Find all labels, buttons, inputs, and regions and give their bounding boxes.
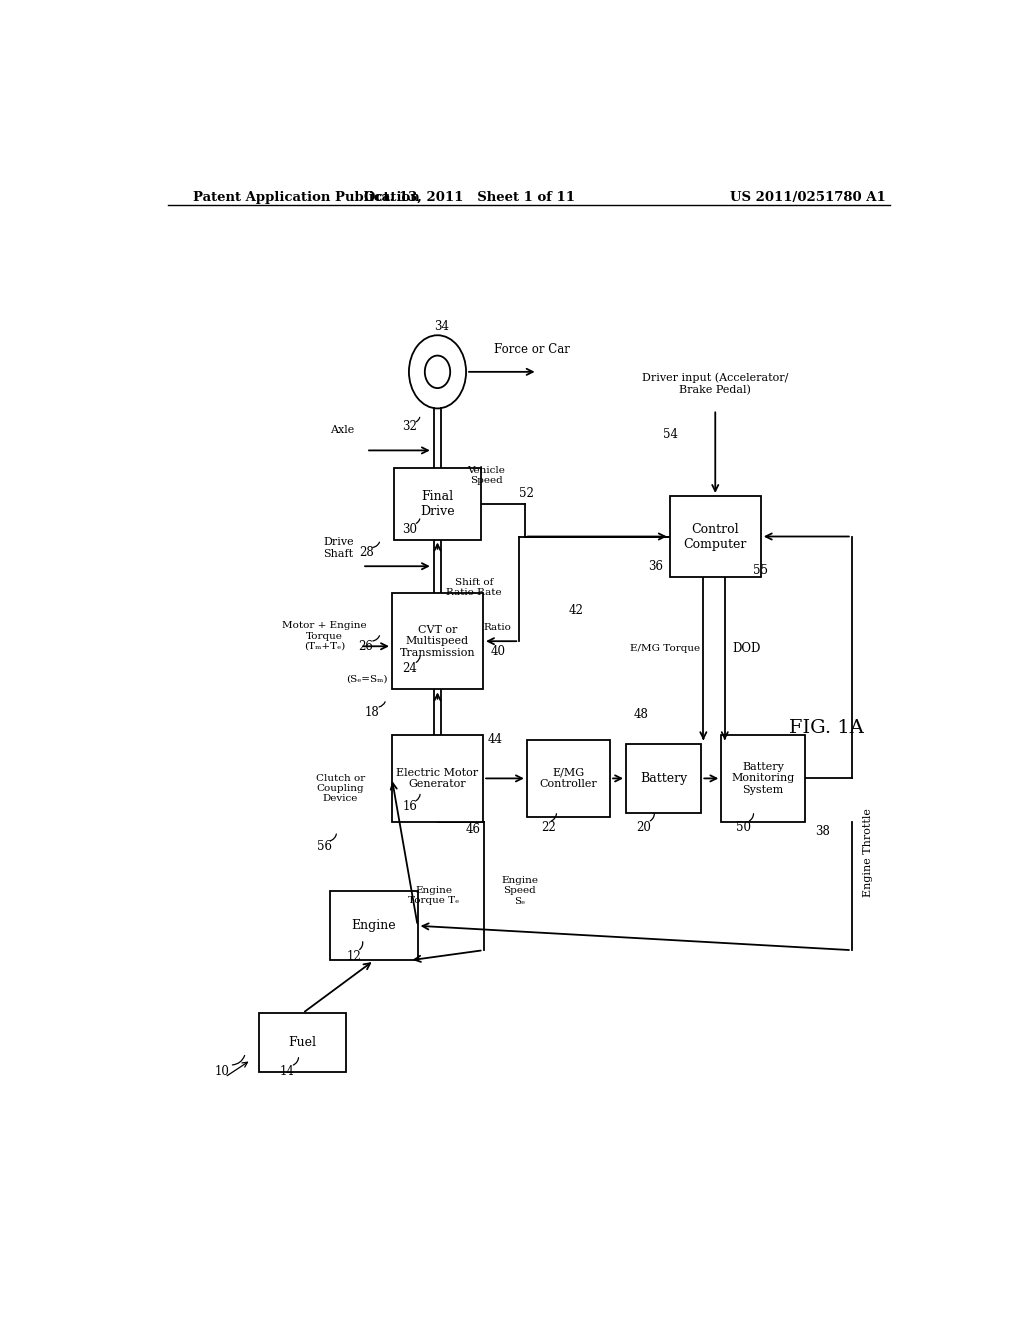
Text: 12: 12 [347,950,361,962]
Text: 26: 26 [358,640,374,653]
Text: 16: 16 [402,800,417,813]
Text: 56: 56 [316,840,332,853]
Text: 54: 54 [663,429,678,441]
Text: 18: 18 [365,706,379,719]
Text: 55: 55 [753,564,768,577]
Text: Clutch or
Coupling
Device: Clutch or Coupling Device [315,774,365,804]
Text: 34: 34 [434,319,449,333]
FancyBboxPatch shape [392,735,483,821]
Text: 44: 44 [487,734,502,746]
FancyBboxPatch shape [259,1014,346,1072]
Text: Driver input (Accelerator/
Brake Pedal): Driver input (Accelerator/ Brake Pedal) [642,372,788,395]
Text: Oct. 13, 2011   Sheet 1 of 11: Oct. 13, 2011 Sheet 1 of 11 [364,191,574,203]
Text: 32: 32 [402,420,417,433]
Text: 14: 14 [280,1065,294,1077]
FancyBboxPatch shape [394,469,481,540]
Text: 30: 30 [402,523,417,536]
Text: Engine: Engine [351,919,396,932]
Text: Fuel: Fuel [289,1036,316,1049]
Text: 46: 46 [466,822,480,836]
Text: 48: 48 [634,708,649,721]
Text: Ratio: Ratio [483,623,511,632]
Text: CVT or
Multispeed
Transmission: CVT or Multispeed Transmission [399,624,475,657]
Text: Engine Throttle: Engine Throttle [862,808,872,896]
FancyBboxPatch shape [392,593,483,689]
Text: Motor + Engine
Torque
(Tₘ+Tₑ): Motor + Engine Torque (Tₘ+Tₑ) [282,622,367,651]
Text: 10: 10 [214,1065,229,1077]
Text: Engine
Torque Tₑ: Engine Torque Tₑ [408,886,459,906]
Text: Shift of
Ratio Rate: Shift of Ratio Rate [446,578,502,597]
Text: Control
Computer: Control Computer [684,523,746,550]
Text: US 2011/0251780 A1: US 2011/0251780 A1 [730,191,886,203]
Text: Axle: Axle [330,425,354,436]
FancyBboxPatch shape [331,891,418,961]
Text: Vehicle
Speed: Vehicle Speed [467,466,505,486]
Text: 22: 22 [542,821,556,834]
Text: 52: 52 [519,487,534,500]
Text: 50: 50 [735,821,751,834]
Text: 36: 36 [648,561,664,573]
Text: (Sₑ=Sₘ): (Sₑ=Sₘ) [346,675,388,684]
Text: 24: 24 [402,663,417,675]
Text: Battery: Battery [640,772,687,785]
Text: 38: 38 [815,825,829,838]
Text: E/MG Torque: E/MG Torque [630,644,699,653]
Text: Patent Application Publication: Patent Application Publication [194,191,420,203]
Text: FIG. 1A: FIG. 1A [788,718,864,737]
Text: Engine
Speed
Sₑ: Engine Speed Sₑ [501,876,538,906]
Text: Electric Motor
Generator: Electric Motor Generator [396,768,478,789]
FancyBboxPatch shape [721,735,805,821]
Text: E/MG
Controller: E/MG Controller [540,768,597,789]
Text: 28: 28 [358,546,374,560]
FancyBboxPatch shape [626,744,701,813]
Text: 40: 40 [492,645,506,657]
FancyBboxPatch shape [526,741,610,817]
FancyBboxPatch shape [670,496,761,577]
Text: 20: 20 [636,821,651,834]
Text: DOD: DOD [733,642,761,655]
Text: Force or Car: Force or Car [494,343,569,356]
Text: Battery
Monitoring
System: Battery Monitoring System [731,762,795,795]
Text: Final
Drive: Final Drive [420,490,455,517]
Text: 42: 42 [569,605,584,618]
Text: Drive
Shaft: Drive Shaft [323,537,353,558]
